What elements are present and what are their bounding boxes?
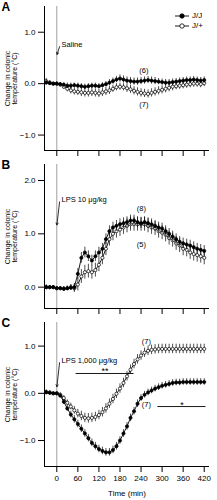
svg-text:0.0: 0.0 (24, 389, 36, 398)
svg-text:420: 420 (198, 474, 212, 483)
svg-text:180: 180 (113, 474, 127, 483)
svg-text:*: * (180, 400, 184, 410)
svg-text:240: 240 (134, 474, 148, 483)
html-text:J/J: J/J (192, 11, 203, 20)
svg-text:0.0: 0.0 (24, 283, 36, 292)
svg-text:120: 120 (92, 474, 106, 483)
svg-text:60: 60 (73, 474, 82, 483)
svg-text:LPS 1,000 μg/kg: LPS 1,000 μg/kg (62, 356, 118, 365)
svg-text:0: 0 (55, 474, 60, 483)
svg-text:1.0: 1.0 (24, 229, 36, 238)
svg-text:**: ** (102, 366, 110, 376)
svg-text:2.0: 2.0 (24, 176, 36, 185)
svg-text:Change in colonictemperature (: Change in colonictemperature (°C) (4, 366, 19, 422)
svg-text:360: 360 (176, 474, 190, 483)
svg-text:Saline: Saline (62, 40, 83, 49)
html-text:J/+: J/+ (192, 21, 203, 30)
svg-text:−1.0: −1.0 (20, 436, 36, 445)
svg-text:B: B (2, 158, 11, 172)
svg-text:(8): (8) (137, 204, 147, 213)
svg-text:(7): (7) (142, 337, 152, 346)
svg-text:(7): (7) (142, 400, 152, 409)
svg-text:C: C (2, 316, 11, 330)
svg-text:LPS 10 μg/kg: LPS 10 μg/kg (62, 195, 107, 204)
svg-text:Time (min): Time (min) (108, 489, 146, 498)
svg-text:Change in colonictemperature (: Change in colonictemperature (°C) (4, 208, 19, 264)
svg-text:300: 300 (155, 474, 169, 483)
svg-text:1.0: 1.0 (24, 28, 36, 37)
svg-text:0.0: 0.0 (24, 79, 36, 88)
svg-text:(5): (5) (137, 240, 147, 249)
svg-text:−1.0: −1.0 (20, 131, 36, 140)
svg-text:Change in colonictemperature (: Change in colonictemperature (°C) (4, 50, 19, 106)
svg-text:(6): (6) (139, 66, 149, 75)
svg-text:(7): (7) (139, 100, 149, 109)
svg-text:A: A (2, 0, 11, 14)
svg-text:1.0: 1.0 (24, 342, 36, 351)
